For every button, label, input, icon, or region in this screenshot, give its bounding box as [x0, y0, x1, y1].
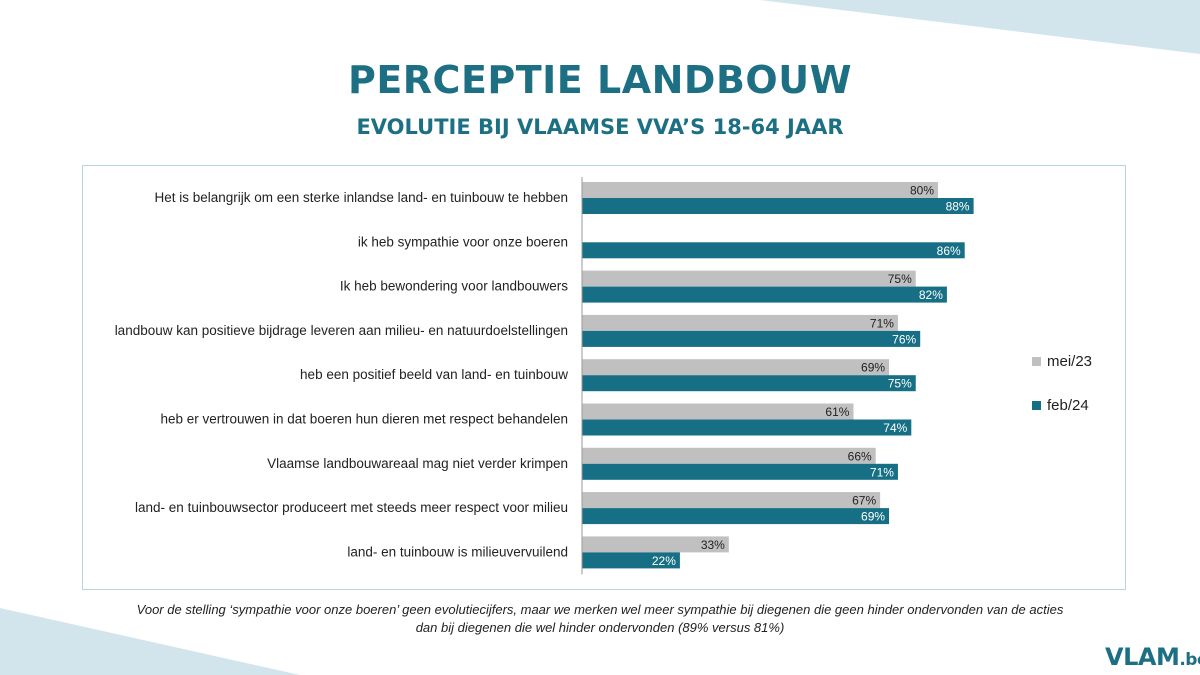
category-label: land- en tuinbouwsector produceert met s… [135, 500, 568, 515]
category-label: landbouw kan positieve bijdrage leveren … [115, 323, 568, 338]
bar-mei23 [582, 492, 881, 509]
value-label-feb24: 22% [652, 554, 676, 568]
bar-feb24 [582, 508, 890, 525]
value-label-feb24: 75% [888, 377, 912, 391]
category-label: Ik heb bewondering voor landbouwers [340, 279, 568, 294]
value-label-mei23: 67% [852, 494, 876, 508]
bar-mei23 [582, 536, 729, 553]
category-label: land- en tuinbouw is milieuvervuilend [347, 544, 568, 559]
value-label-mei23: 80% [910, 184, 934, 198]
bar-feb24 [582, 552, 680, 569]
bar-mei23 [582, 447, 876, 464]
value-label-mei23: 69% [861, 361, 885, 375]
bottom-left-accent-shape [0, 608, 300, 675]
bar-mei23 [582, 182, 938, 198]
footnote: Voor de stelling ‘sympathie voor onze bo… [60, 601, 1140, 637]
legend: mei/23 feb/24 [1032, 350, 1092, 438]
bar-feb24 [582, 463, 898, 480]
value-label-mei23: 75% [888, 272, 912, 286]
legend-item-feb24: feb/24 [1032, 394, 1092, 416]
bar-feb24 [582, 242, 965, 259]
category-label: Het is belangrijk om een sterke inlandse… [154, 190, 568, 205]
legend-label-mei23: mei/23 [1047, 352, 1093, 370]
bar-mei23 [582, 359, 890, 376]
category-label: ik heb sympathie voor onze boeren [358, 234, 568, 249]
bar-mei23 [582, 403, 854, 420]
value-label-feb24: 88% [946, 200, 970, 214]
value-label-mei23: 33% [701, 538, 725, 552]
bar-chart: Het is belangrijk om een sterke inlandse… [115, 177, 974, 575]
logo-main: VLAM [1105, 643, 1180, 671]
category-label: Vlaamse landbouwareaal mag niet verder k… [267, 456, 568, 471]
bar-feb24 [582, 330, 921, 347]
bar-feb24 [582, 198, 974, 214]
page-subtitle: EVOLUTIE BIJ VLAAMSE VVA’S 18-64 JAAR [356, 115, 844, 139]
value-label-mei23: 71% [870, 316, 894, 330]
legend-label-feb24: feb/24 [1047, 396, 1089, 414]
value-label-feb24: 86% [937, 244, 961, 258]
bar-feb24 [582, 419, 912, 436]
legend-swatch-mei23 [1032, 356, 1041, 366]
bar-feb24 [582, 375, 916, 392]
value-label-mei23: 66% [848, 449, 872, 463]
footnote-line-2: dan bij diegenen die wel hinder ondervon… [415, 620, 785, 635]
bar-mei23 [582, 314, 898, 331]
legend-item-mei23: mei/23 [1032, 350, 1092, 372]
footnote-line-1: Voor de stelling ‘sympathie voor onze bo… [136, 602, 1064, 617]
value-label-feb24: 69% [861, 510, 885, 524]
value-label-feb24: 82% [919, 288, 943, 302]
category-label: heb er vertrouwen in dat boeren hun dier… [160, 412, 568, 427]
page-title: PERCEPTIE LANDBOUW [347, 58, 853, 102]
value-label-feb24: 71% [870, 465, 894, 479]
value-label-feb24: 76% [892, 332, 916, 346]
value-label-feb24: 74% [883, 421, 907, 435]
bar-mei23 [582, 270, 916, 287]
legend-swatch-feb24 [1032, 400, 1041, 410]
top-right-accent-shape [760, 0, 1200, 54]
logo-suffix: .be [1179, 650, 1200, 670]
vlam-logo: VLAM.be [1105, 643, 1200, 671]
bar-feb24 [582, 286, 947, 303]
value-label-mei23: 61% [825, 405, 849, 419]
category-label: heb een positief beeld van land- en tuin… [300, 367, 568, 382]
